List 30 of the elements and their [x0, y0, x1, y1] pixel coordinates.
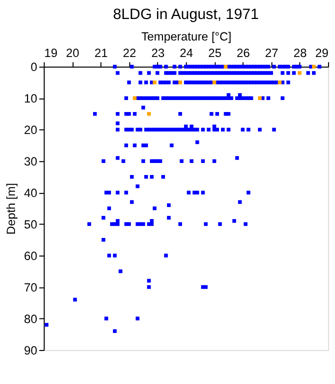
y-tick-label: 70	[24, 280, 38, 295]
x-axis-title: Temperature [°C]	[141, 29, 232, 44]
point	[278, 80, 282, 84]
y-axis-title: Depth [m]	[4, 183, 18, 235]
x-tick-label: 20	[66, 46, 80, 60]
chart-title: 8LDG in August, 1971	[112, 6, 259, 23]
y-tick-label: 0	[30, 60, 38, 74]
x-tick-label: 28	[293, 46, 308, 60]
point	[298, 71, 302, 75]
y-tick-label: 90	[24, 343, 38, 358]
point	[152, 80, 156, 84]
x-tick-label: 19	[44, 46, 58, 60]
x-tick-label: 22	[122, 46, 137, 60]
y-tick-label: 80	[24, 312, 38, 326]
y-tick-label: 60	[24, 249, 38, 264]
y-tick-label: 50	[24, 218, 38, 232]
point	[178, 80, 182, 84]
x-tick-label: 21	[94, 46, 108, 60]
y-tick-label: 30	[24, 154, 38, 169]
point	[147, 112, 151, 116]
x-tick-label: 29	[315, 46, 329, 60]
x-tick-label: 27	[265, 46, 279, 60]
x-tick-label: 23	[151, 46, 165, 60]
x-tick-label: 26	[236, 46, 250, 60]
x-tick-label: 25	[208, 46, 222, 60]
y-tick-label: 10	[24, 92, 38, 106]
y-tick-label: 20	[24, 123, 38, 138]
y-tick-label: 40	[24, 186, 38, 200]
x-tick-label: 24	[180, 46, 194, 60]
point	[212, 80, 216, 84]
